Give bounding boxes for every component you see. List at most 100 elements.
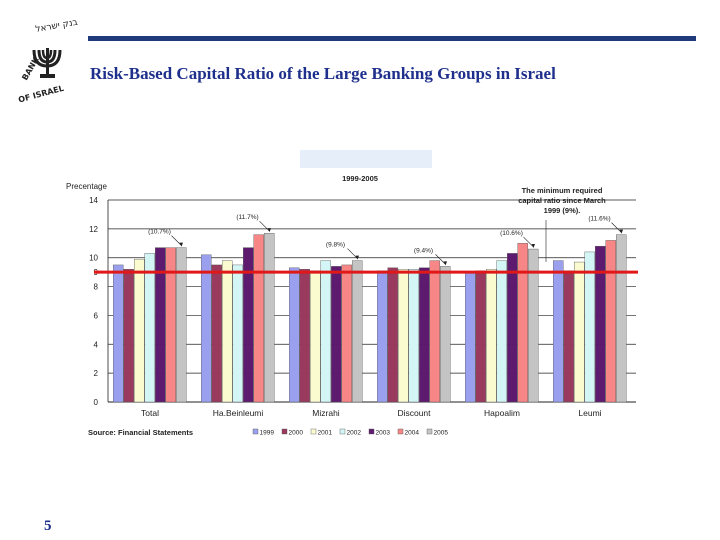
bar-2000-habeinleumi [211, 264, 222, 403]
y-tick-label: 8 [94, 283, 99, 292]
bar-2001-mizrahi [310, 270, 321, 403]
annotation-label: (9.8%) [326, 242, 345, 249]
threshold-note-line: capital ratio since March [518, 196, 606, 205]
category-label: Mizrahi [312, 408, 340, 418]
legend-label-2005: 2005 [434, 430, 449, 437]
bar-1999-habeinleumi [201, 254, 212, 403]
top-rule [88, 36, 696, 41]
annotation-arrow [259, 220, 270, 232]
bar-2003-hapoalim [507, 253, 518, 403]
bar-1999-total [113, 264, 124, 403]
bar-2001-habeinleumi [222, 260, 233, 403]
legend-swatch-1999 [252, 428, 259, 435]
bar-2005-leumi [616, 234, 627, 403]
y-tick-label: 14 [89, 196, 98, 205]
annotation-label: (11.6%) [588, 216, 610, 223]
annotation-arrow-head [355, 255, 359, 260]
y-axis-label: Precentage [66, 182, 107, 191]
annotation-arrow-head [619, 229, 623, 234]
bar-2004-leumi [605, 240, 616, 403]
category-label: Discount [397, 408, 431, 418]
annotation-arrow [435, 254, 446, 265]
bar-2002-leumi [584, 251, 595, 403]
slide-title: Risk-Based Capital Ratio of the Large Ba… [90, 64, 556, 83]
legend-swatch-2000 [281, 428, 288, 435]
bar-2000-total [123, 269, 134, 403]
bar-2004-discount [429, 260, 440, 403]
bar-2002-total [144, 253, 155, 403]
source-note: Source: Financial Statements [88, 428, 193, 437]
annotation-label: (10.6%) [500, 230, 523, 237]
threshold-note-line: The minimum required [522, 186, 603, 195]
bar-2002-hapoalim [496, 260, 507, 403]
legend-swatch-2004 [397, 428, 404, 435]
bar-2002-habeinleumi [232, 264, 243, 403]
threshold-note-line: 1999 (9%). [544, 206, 581, 215]
category-label: Ha.Beinleumi [213, 408, 264, 418]
bar-2002-mizrahi [320, 260, 331, 403]
annotation-arrow-head [179, 242, 183, 247]
legend-label-2004: 2004 [405, 430, 420, 437]
annotation-arrow [611, 222, 622, 233]
annotation-arrow [523, 236, 534, 248]
legend-label-1999: 1999 [260, 430, 275, 437]
legend-label-2001: 2001 [318, 430, 333, 437]
bar-2001-total [134, 258, 145, 403]
bar-2004-habeinleumi [253, 234, 264, 403]
bar-2003-discount [419, 267, 430, 403]
bar-2003-mizrahi [331, 266, 342, 403]
bar-2001-hapoalim [486, 269, 497, 403]
bar-1999-leumi [553, 260, 564, 403]
legend-label-2000: 2000 [289, 430, 304, 437]
annotation-arrow [171, 235, 182, 246]
bar-2005-discount [440, 266, 451, 403]
legend-swatch-2002 [339, 428, 346, 435]
annotation-label: (9.4%) [414, 247, 433, 254]
bar-2005-total [176, 247, 187, 403]
y-tick-label: 0 [94, 398, 99, 407]
y-tick-label: 12 [89, 225, 98, 234]
bar-2005-hapoalim [528, 248, 539, 403]
bar-2004-total [165, 247, 176, 403]
category-label: Hapoalim [484, 408, 520, 418]
annotation-arrow-head [267, 228, 271, 233]
chart-period: 1999-2005 [342, 174, 378, 183]
bar-2005-mizrahi [352, 260, 363, 403]
category-label: Total [141, 408, 159, 418]
bar-2003-total [155, 247, 166, 403]
bar-2004-hapoalim [517, 243, 528, 403]
legend-swatch-2005 [426, 428, 433, 435]
y-tick-label: 2 [94, 369, 99, 378]
bar-2000-mizrahi [299, 269, 310, 403]
legend-swatch-2003 [368, 428, 375, 435]
bar-2001-discount [398, 269, 409, 403]
bar-2000-hapoalim [475, 270, 486, 403]
bar-2003-habeinleumi [243, 247, 254, 403]
bar-2004-mizrahi [341, 264, 352, 403]
bar-2000-discount [387, 267, 398, 403]
bar-2005-habeinleumi [264, 232, 275, 403]
bar-2002-discount [408, 269, 419, 403]
annotation-label: (11.7%) [236, 214, 258, 221]
legend-swatch-2001 [310, 428, 317, 435]
annotation-arrow-head [443, 261, 447, 266]
legend-label-2002: 2002 [347, 430, 362, 437]
header-band [300, 150, 432, 168]
y-tick-label: 4 [94, 340, 99, 349]
bar-2001-leumi [574, 261, 585, 403]
annotation-arrow [347, 248, 358, 259]
bar-2000-leumi [563, 270, 574, 403]
page-number: 5 [44, 518, 52, 534]
bank-of-israel-logo: בנק ישראל BANK OF ISRAEL [17, 18, 78, 102]
annotation-label: (10.7%) [148, 229, 171, 236]
y-tick-label: 10 [89, 254, 98, 263]
bar-2003-leumi [595, 245, 606, 403]
legend-label-2003: 2003 [376, 430, 391, 437]
bar-1999-hapoalim [465, 271, 476, 403]
annotation-arrow-head [531, 244, 535, 249]
bar-1999-discount [377, 270, 388, 403]
category-label: Leumi [578, 408, 601, 418]
bar-1999-mizrahi [289, 267, 300, 403]
y-tick-label: 6 [94, 311, 99, 320]
